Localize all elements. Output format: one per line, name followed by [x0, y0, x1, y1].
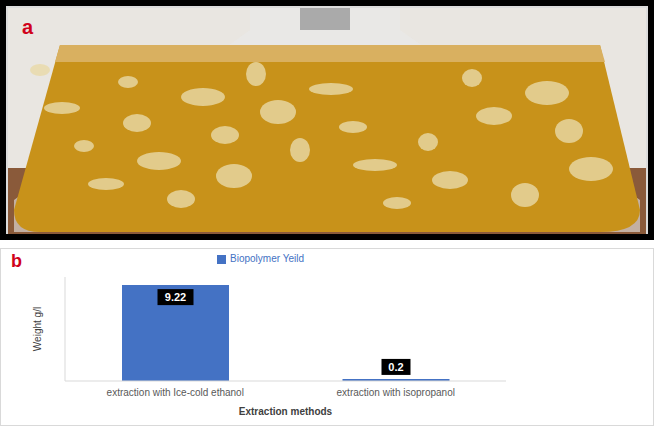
svg-text:a: a [22, 16, 34, 38]
svg-text:extraction with Ice-cold ethan: extraction with Ice-cold ethanol [107, 387, 244, 398]
svg-text:extraction with isopropanol: extraction with isopropanol [337, 387, 455, 398]
svg-text:Weight g/l: Weight g/l [32, 307, 43, 351]
html-text:b: b [11, 251, 22, 271]
svg-text:0.2: 0.2 [388, 361, 403, 373]
svg-text:9.22: 9.22 [165, 291, 186, 303]
html-text:Biopolymer Yeild: Biopolymer Yeild [230, 253, 304, 264]
svg-text:Extraction methods: Extraction methods [239, 406, 333, 417]
